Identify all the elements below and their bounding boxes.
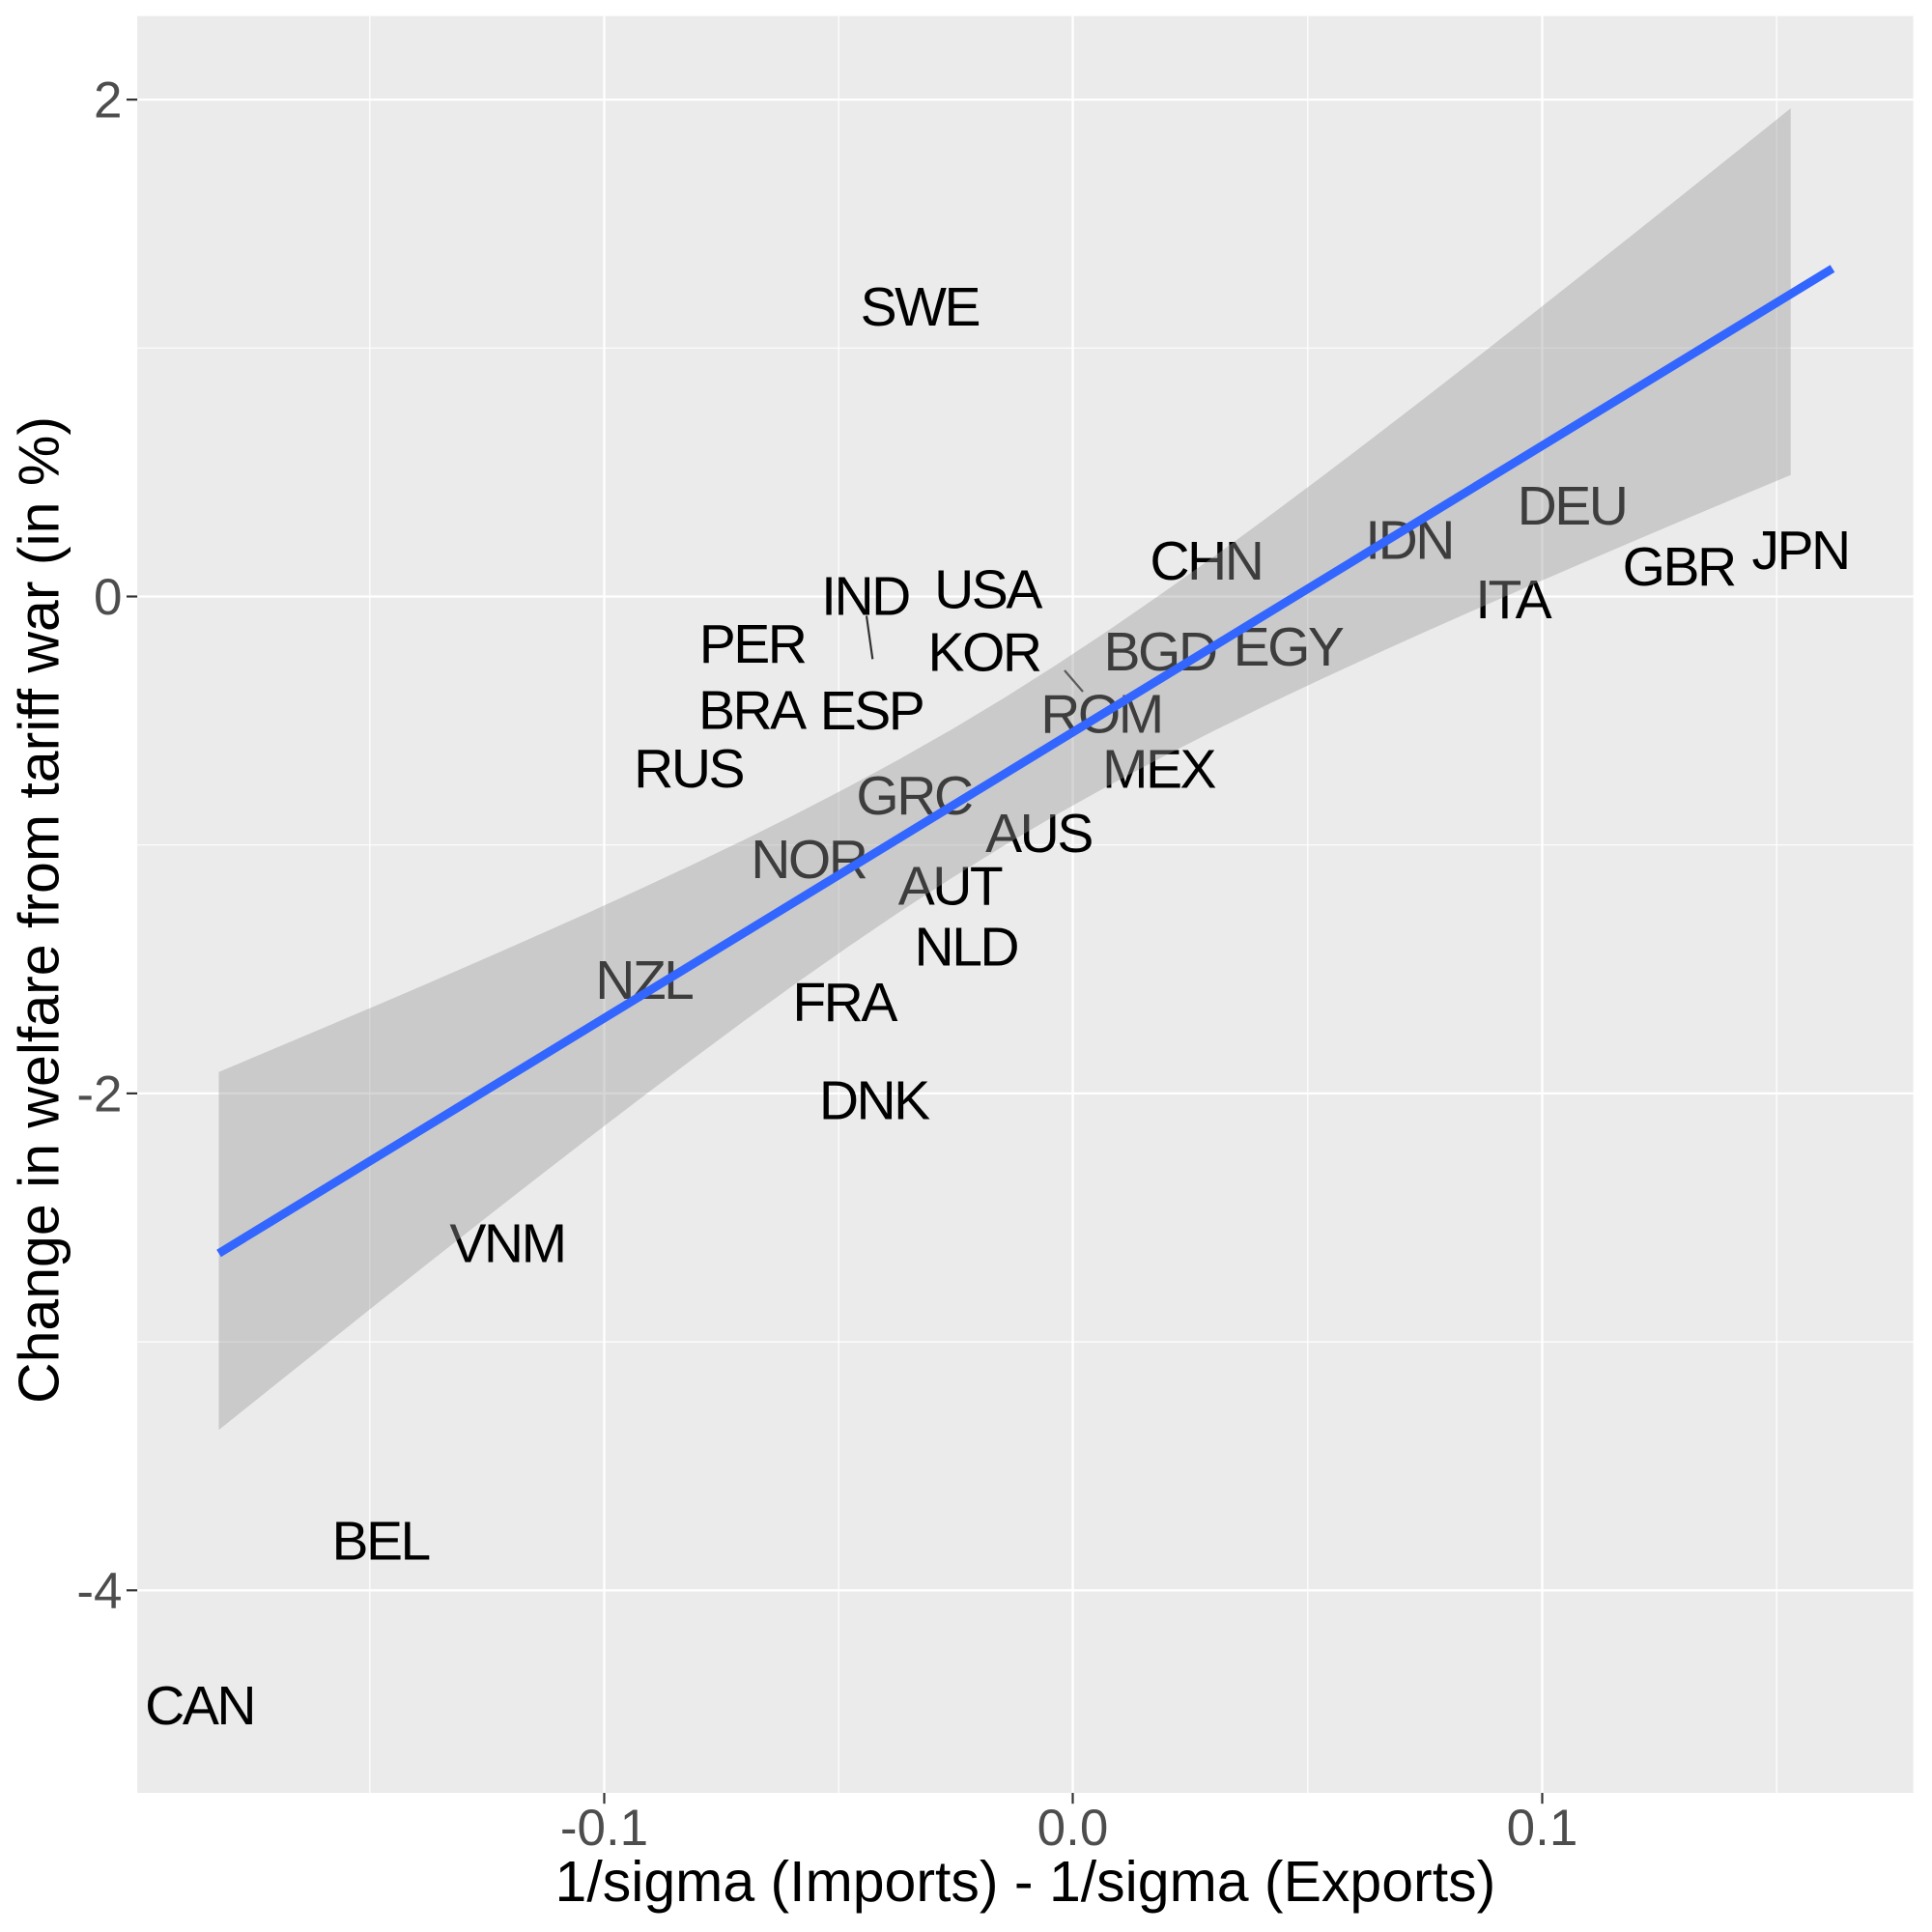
svg-text:-0.1: -0.1 — [560, 1800, 648, 1857]
svg-text:CAN: CAN — [145, 1675, 254, 1737]
svg-text:KOR: KOR — [927, 622, 1039, 684]
svg-text:PER: PER — [699, 613, 806, 675]
svg-text:-4: -4 — [76, 1563, 122, 1620]
svg-text:DNK: DNK — [819, 1070, 930, 1132]
svg-text:AUS: AUS — [985, 803, 1092, 865]
svg-text:BRA: BRA — [698, 679, 807, 741]
svg-text:0.0: 0.0 — [1037, 1800, 1109, 1857]
svg-text:DEU: DEU — [1518, 475, 1627, 537]
svg-text:VNM: VNM — [449, 1213, 564, 1275]
svg-text:RUS: RUS — [634, 738, 743, 800]
svg-text:-2: -2 — [76, 1065, 122, 1122]
svg-text:USA: USA — [934, 559, 1042, 621]
svg-text:0: 0 — [94, 569, 122, 626]
svg-text:BEL: BEL — [331, 1511, 429, 1573]
svg-text:SWE: SWE — [861, 276, 980, 338]
svg-text:IND: IND — [821, 566, 909, 628]
svg-text:FRA: FRA — [792, 972, 897, 1034]
svg-text:JPN: JPN — [1752, 520, 1849, 582]
svg-text:NLD: NLD — [915, 917, 1018, 979]
svg-text:0.1: 0.1 — [1507, 1800, 1578, 1857]
svg-text:1/sigma (Imports) - 1/sigma (E: 1/sigma (Imports) - 1/sigma (Exports) — [555, 1850, 1496, 1914]
svg-text:NOR: NOR — [751, 829, 867, 891]
svg-text:GBR: GBR — [1623, 536, 1735, 598]
svg-text:MEX: MEX — [1102, 739, 1216, 801]
svg-text:2: 2 — [94, 72, 122, 129]
svg-text:NZL: NZL — [595, 950, 693, 1011]
svg-text:GRC: GRC — [856, 765, 972, 827]
svg-text:CHN: CHN — [1150, 530, 1262, 592]
svg-text:Change in welfare from tariff: Change in welfare from tariff war (in %) — [8, 416, 71, 1404]
svg-text:AUT: AUT — [898, 855, 1003, 917]
svg-text:ITA: ITA — [1475, 569, 1551, 631]
svg-text:ESP: ESP — [820, 680, 923, 742]
